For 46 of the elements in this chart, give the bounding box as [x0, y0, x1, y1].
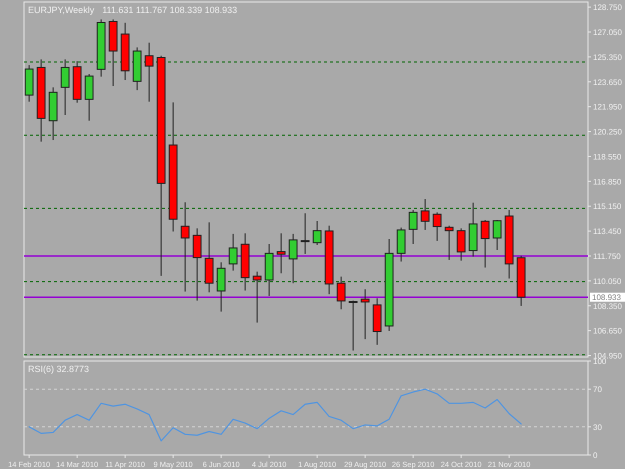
candlestick — [480, 219, 490, 268]
candlestick — [180, 202, 190, 292]
y-tick-label: 106.650 — [593, 326, 622, 336]
chart-subtitle: 111.631 111.767 108.339 108.933 — [102, 5, 238, 15]
y-tick-label: 113.450 — [593, 227, 622, 236]
candlestick — [360, 288, 370, 340]
candlestick — [144, 42, 154, 102]
candlestick — [276, 232, 286, 274]
candlestick — [456, 228, 466, 262]
y-tick-label: 127.050 — [593, 28, 622, 38]
y-tick-label: 128.750 — [593, 3, 622, 12]
candlestick — [492, 219, 502, 250]
y-tick-label: 118.550 — [593, 152, 622, 162]
candlestick — [252, 271, 262, 324]
candlestick — [420, 198, 430, 230]
y-tick-label: 110.050 — [593, 276, 622, 286]
y-tick-label: 121.950 — [593, 102, 622, 112]
y-tick-label: 120.250 — [593, 128, 622, 137]
candlestick — [348, 300, 358, 352]
candlestick — [396, 227, 406, 262]
candlestick — [216, 262, 226, 312]
y-tick-label: 70 — [593, 385, 602, 394]
y-tick-label: 108.350 — [593, 302, 622, 311]
line-series — [28, 388, 522, 442]
chart-title: RSI(6) 32.8773 — [28, 364, 90, 374]
y-tick-label: 116.850 — [593, 177, 622, 186]
y-tick-label: 123.650 — [593, 78, 622, 87]
y-tick-label: 100 — [593, 357, 607, 366]
candlestick — [84, 74, 94, 122]
y-tick-label: 115.150 — [593, 202, 622, 212]
y-tick-label: 125.350 — [593, 52, 622, 62]
y-tick-label: 111.750 — [593, 252, 622, 261]
candlestick — [228, 233, 238, 272]
candlestick — [192, 228, 202, 302]
y-tick-label: 0 — [593, 451, 598, 460]
y-tick-label: 30 — [593, 422, 602, 432]
candlestick — [60, 58, 70, 116]
chart-title: EURJPY,Weekly — [28, 5, 94, 15]
candlestick — [408, 210, 418, 244]
candlestick — [336, 276, 346, 310]
candlestick — [312, 220, 322, 246]
candlestick — [432, 212, 442, 242]
ref-line-label: 108.933 — [592, 293, 622, 302]
candlestick — [300, 212, 310, 254]
candlestick — [444, 225, 454, 260]
candlestick — [288, 233, 298, 284]
